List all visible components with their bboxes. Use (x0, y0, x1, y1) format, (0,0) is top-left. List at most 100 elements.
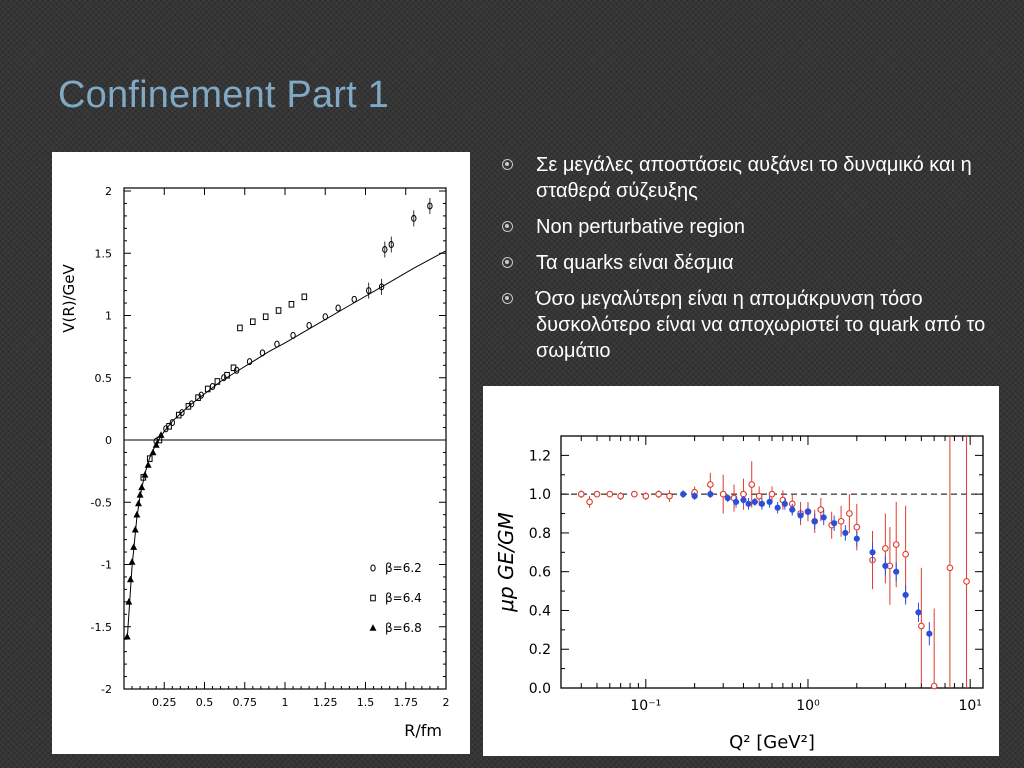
data-point-filled-circle (804, 508, 812, 515)
data-point-filled-circle (691, 492, 698, 500)
x-tick-label: 10⁻¹ (630, 698, 661, 714)
data-point-square (262, 313, 269, 321)
data-point-circle (411, 214, 417, 222)
legend-label: β=6.4 (385, 591, 422, 605)
bullet-list: Σε μεγάλες αποστάσεις αυξάνει το δυναμικ… (500, 152, 1000, 374)
data-point-square (301, 293, 308, 301)
data-point-triangle (125, 597, 133, 605)
data-point-open-circle (837, 517, 845, 525)
data-point-open-circle (882, 545, 889, 552)
data-point-filled-circle (758, 500, 766, 507)
data-point-triangle (126, 575, 134, 583)
data-point-triangle (131, 525, 139, 533)
form-factor-chart: 0.0 0.2 0.4 0.6 0.8 1.0 1.2 10⁻¹ 10⁰ 10¹ Q² [GeV²]… (494, 435, 984, 753)
data-point-circle (382, 246, 388, 254)
data-point-square (204, 385, 211, 393)
bullet-icon (502, 293, 513, 304)
data-point-open-circle (917, 622, 925, 630)
x-tick-label: 0.75 (233, 696, 258, 709)
data-point-open-circle (768, 490, 776, 498)
data-point-circle (335, 304, 341, 312)
data-point-square (175, 411, 182, 419)
data-point-open-circle (902, 550, 909, 558)
data-point-filled-circle (766, 498, 773, 506)
data-point-open-circle (577, 490, 585, 498)
data-point-square (288, 300, 295, 308)
data-point-open-circle (853, 523, 861, 531)
data-point-square (214, 378, 221, 385)
data-point-circle (274, 340, 280, 348)
data-point-open-circle (930, 682, 938, 690)
data-point-circle (351, 295, 357, 303)
y-tick-label: 0.2 (529, 642, 551, 658)
data-point-open-circle (963, 578, 970, 585)
data-point-square (185, 403, 192, 410)
data-point-open-circle (655, 490, 662, 498)
data-point-filled-circle (831, 520, 838, 527)
data-point-filled-circle (902, 591, 909, 599)
data-point-square (230, 364, 237, 372)
x-tick-label: 0.25 (152, 696, 177, 709)
x-tick-label: 1.75 (394, 696, 419, 709)
data-point-filled-circle (680, 491, 687, 498)
x-tick-label: 0.5 (196, 696, 214, 709)
y-tick-label: 0.0 (529, 681, 551, 697)
y-tick-label: 0.5 (95, 372, 113, 385)
x-tick-label: 1.5 (357, 696, 375, 709)
data-point-open-circle (617, 492, 625, 500)
slide-title: Confinement Part 1 (58, 74, 389, 116)
form-factor-chart-figure: 0.0 0.2 0.4 0.6 0.8 1.0 1.2 10⁻¹ 10⁰ 10¹ Q² [GeV²]… (483, 386, 999, 756)
data-point-triangle (128, 558, 136, 565)
data-point-square (275, 307, 282, 314)
data-point-open-circle (748, 481, 756, 488)
data-point-triangle (136, 490, 144, 498)
y-axis-label: μp GE/GM (494, 512, 518, 612)
y-tick-label: 1.5 (95, 247, 113, 260)
y-tick-label: 1 (105, 310, 112, 323)
data-point-circle (290, 331, 296, 339)
data-point-filled-circle (781, 500, 788, 507)
y-tick-label: 1.0 (529, 487, 551, 503)
data-point-triangle (144, 461, 152, 468)
data-point-circle (259, 349, 266, 357)
bullet-item: Non perturbative region (500, 214, 1000, 240)
data-point-triangle (133, 510, 141, 518)
data-point-circle (366, 287, 372, 295)
data-point-open-circle (706, 481, 714, 488)
y-tick-label: -1.5 (91, 621, 112, 634)
data-point-square (224, 371, 230, 379)
bullet-item: Τα quarks είναι δέσμια (500, 250, 1000, 276)
data-point-circle (427, 202, 433, 210)
data-point-filled-circle (724, 494, 731, 502)
bullet-text: Σε μεγάλες αποστάσεις αυξάνει το δυναμικ… (536, 154, 972, 202)
x-axis-label: R/fm (404, 721, 442, 740)
data-point-filled-circle (869, 549, 876, 556)
data-point-filled-circle (707, 491, 714, 498)
y-tick-label: -2 (101, 683, 112, 696)
data-point-triangle (135, 499, 142, 507)
data-point-filled-circle (740, 496, 747, 504)
data-point-triangle (157, 431, 165, 438)
data-point-open-circle (892, 541, 900, 548)
y-tick-label: 1.2 (529, 448, 551, 464)
data-point-open-circle (642, 492, 650, 500)
x-tick-label: 10⁰ (796, 698, 820, 714)
x-tick-label: 1.25 (313, 696, 338, 709)
potential-chart: 2 1.5 1 0.5 0 -0.5 -1 -1.5 -2 0.25 0.5 0.75 1 1.25 1.5… (60, 185, 450, 740)
data-point-open-circle (606, 490, 614, 498)
data-point-circle (322, 313, 328, 321)
data-point-filled-circle (820, 514, 827, 521)
y-tick-label: 0.6 (529, 565, 551, 581)
data-point-open-circle (666, 492, 673, 500)
data-point-circle (370, 564, 376, 572)
data-point-square (250, 318, 256, 326)
data-point-open-circle (593, 490, 601, 498)
data-point-triangle (123, 632, 131, 640)
legend-label: β=6.8 (385, 621, 422, 635)
y-tick-label: 0.4 (529, 603, 551, 619)
bullet-item: Σε μεγάλες αποστάσεις αυξάνει το δυναμικ… (500, 152, 1000, 204)
y-tick-label: -0.5 (91, 496, 112, 509)
data-point-square (146, 455, 153, 462)
data-point-filled-circle (882, 562, 889, 569)
data-point-open-circle (631, 490, 638, 498)
